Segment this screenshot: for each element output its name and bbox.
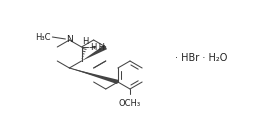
Polygon shape	[82, 45, 107, 61]
Text: → H: → H	[89, 43, 104, 51]
Text: H₃C: H₃C	[35, 32, 50, 41]
Polygon shape	[69, 68, 118, 84]
Text: OCH₃: OCH₃	[119, 99, 141, 108]
Text: H: H	[91, 43, 97, 51]
Text: N: N	[66, 34, 73, 43]
Text: H: H	[82, 37, 89, 46]
Text: · HBr · H₂O: · HBr · H₂O	[175, 53, 227, 63]
